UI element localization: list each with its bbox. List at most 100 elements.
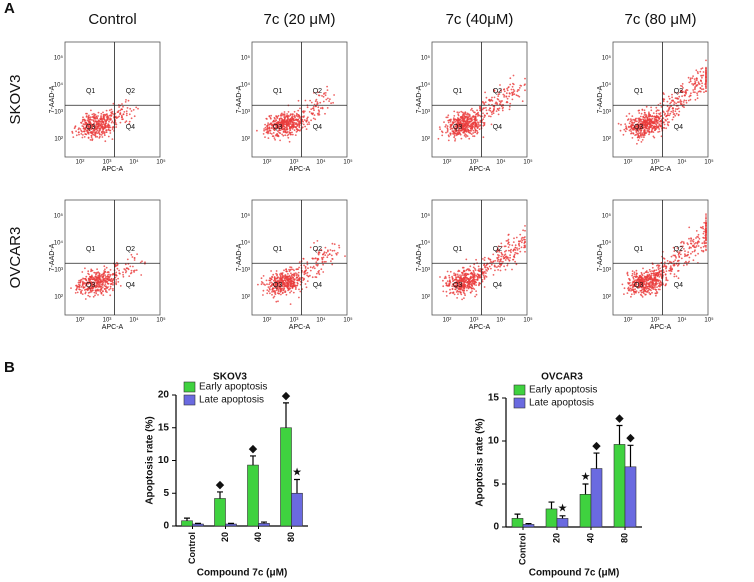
flow-dot	[290, 285, 293, 288]
flow-dot	[490, 267, 492, 270]
flow-dot	[684, 250, 686, 253]
x-tick-label: 10⁵	[343, 159, 353, 166]
flow-dot	[621, 283, 624, 286]
flow-dot	[689, 240, 692, 242]
flow-dot	[459, 276, 462, 279]
flow-dot	[98, 132, 100, 134]
flow-dot	[648, 284, 651, 287]
flow-dot	[308, 121, 310, 124]
flow-dot	[705, 222, 707, 225]
flow-dot	[639, 119, 642, 121]
flow-dot	[80, 133, 83, 135]
flow-dot	[269, 292, 271, 295]
flow-dot	[506, 101, 509, 104]
flow-dot	[662, 269, 665, 271]
flow-dot	[453, 134, 456, 137]
flow-dot	[509, 256, 511, 259]
flow-dot	[85, 127, 87, 129]
flow-dot	[676, 251, 679, 253]
panel-label: A	[4, 0, 15, 17]
flow-dot	[267, 122, 269, 124]
flow-dot	[310, 108, 313, 111]
flow-dot	[654, 128, 657, 131]
flow-dot	[311, 113, 314, 116]
flow-dot	[503, 96, 505, 98]
flow-dot	[474, 117, 477, 120]
flow-dot	[281, 133, 283, 136]
legend-swatch	[513, 384, 526, 396]
flow-dot	[128, 120, 131, 123]
flow-dot	[284, 123, 287, 126]
flow-dot	[499, 101, 502, 104]
flow-dot	[457, 114, 460, 117]
flow-dot	[501, 109, 504, 112]
flow-dot	[497, 113, 500, 116]
flow-dot	[103, 132, 106, 135]
flow-dot	[466, 119, 469, 122]
flow-dot	[631, 272, 634, 275]
flow-dot	[647, 271, 649, 274]
flow-dot	[112, 273, 114, 275]
flow-dot	[638, 128, 641, 131]
flow-dot	[696, 92, 698, 95]
flow-dot	[512, 91, 515, 94]
plot-frame	[431, 199, 528, 316]
flow-dot	[460, 282, 463, 285]
flow-dot	[292, 278, 295, 280]
flow-dot	[514, 249, 517, 251]
flow-dot	[116, 264, 119, 267]
flow-dot	[107, 282, 110, 285]
flow-dot	[662, 271, 665, 274]
y-tick-label: 10⁵	[421, 213, 431, 220]
flow-dot	[266, 283, 268, 286]
flow-dot	[646, 285, 649, 288]
flow-dot	[705, 59, 707, 62]
flow-dot	[276, 287, 279, 290]
flow-dot	[632, 283, 635, 286]
flow-dot	[626, 292, 629, 294]
flow-dot	[283, 283, 286, 286]
flow-dot	[306, 261, 309, 264]
flow-dot	[629, 279, 631, 282]
flow-dot	[671, 93, 673, 96]
flow-dot	[299, 277, 301, 279]
flow-dot	[684, 91, 686, 94]
flow-dot	[70, 287, 72, 289]
bar	[247, 464, 259, 527]
flow-dot	[518, 242, 520, 245]
x-tick-label: 10²	[76, 318, 85, 324]
flow-dot	[264, 126, 267, 129]
flow-dot	[269, 277, 271, 280]
flow-dot	[484, 91, 486, 94]
flow-dot	[463, 134, 466, 137]
significance-marker: ★	[292, 466, 302, 478]
flow-dot	[635, 282, 637, 284]
flow-dot	[117, 277, 119, 280]
flow-dot	[658, 284, 660, 287]
quadrant-label: Q2	[313, 246, 322, 253]
flow-dot	[112, 289, 114, 292]
flow-dot	[321, 95, 323, 97]
flow-dot	[650, 106, 652, 109]
flow-dot	[465, 286, 468, 289]
significance-marker: ◆	[216, 479, 225, 491]
flow-dot	[627, 274, 629, 277]
flow-dot	[522, 229, 524, 232]
flow-dot	[692, 89, 695, 91]
flow-dot	[288, 281, 290, 283]
flow-dot	[701, 88, 703, 91]
flow-dot	[456, 111, 459, 114]
flow-dot	[660, 273, 662, 275]
bar	[624, 466, 637, 528]
flow-dot	[115, 126, 118, 128]
flow-dot	[297, 122, 300, 124]
flow-dot	[626, 272, 629, 275]
flow-dot	[74, 292, 77, 294]
x-tick-label: 10³	[470, 318, 479, 324]
flow-dot	[463, 115, 466, 118]
flow-dot	[633, 273, 636, 275]
flow-dot	[674, 114, 677, 117]
